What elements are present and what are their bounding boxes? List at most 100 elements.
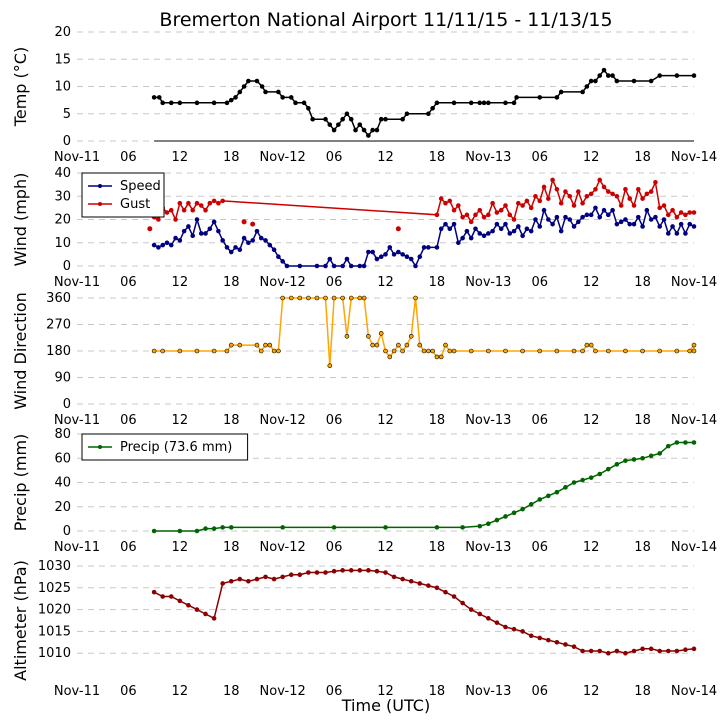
data-point [220, 198, 225, 204]
data-point [297, 263, 303, 269]
data-point [631, 457, 637, 462]
series-line-speed [153, 206, 695, 268]
data-point [400, 252, 405, 257]
data-point [648, 453, 654, 459]
data-point [413, 295, 418, 301]
data-point [228, 97, 234, 103]
data-point [374, 342, 380, 348]
data-point [477, 611, 483, 617]
data-point [366, 333, 371, 339]
data-point [640, 196, 645, 201]
data-point [447, 226, 453, 232]
data-point [516, 224, 521, 229]
data-point [331, 127, 337, 133]
data-point [571, 644, 577, 649]
data-point [434, 525, 440, 530]
x-tick-label: 18 [429, 150, 446, 165]
data-point [271, 247, 277, 253]
data-point [588, 648, 594, 654]
data-point [464, 228, 470, 234]
x-tick-label: 18 [223, 150, 240, 165]
data-point [618, 219, 624, 225]
data-point [211, 198, 217, 204]
legend [81, 172, 165, 218]
data-point [627, 196, 633, 201]
x-tick-label: Nov-14 [671, 540, 717, 555]
data-point [203, 231, 208, 236]
data-point [451, 221, 457, 227]
data-point [593, 78, 598, 84]
data-point [447, 198, 453, 204]
data-point [263, 89, 268, 95]
y-tick-label: 20 [54, 25, 71, 40]
data-point [327, 256, 333, 262]
y-tick-label: 20 [54, 500, 71, 515]
chart-title: Bremerton National Airport 11/11/15 - 11… [159, 9, 612, 31]
data-point [606, 189, 611, 194]
data-point [648, 217, 654, 222]
data-point [194, 607, 200, 612]
data-point [404, 342, 410, 348]
data-point [541, 207, 547, 213]
data-point [434, 354, 440, 360]
y-tick-label: 0 [63, 259, 71, 274]
x-tick-label: 12 [583, 413, 600, 428]
data-point [164, 240, 170, 246]
data-point [520, 629, 525, 634]
data-point [434, 100, 440, 106]
data-point [293, 100, 298, 106]
data-point [443, 221, 448, 227]
x-tick-label: 12 [583, 150, 600, 165]
data-point [194, 348, 200, 354]
data-point [177, 200, 183, 206]
x-tick-label: 18 [429, 684, 446, 699]
data-point [691, 73, 697, 78]
x-tick-label: 18 [429, 275, 446, 290]
data-point [250, 238, 255, 243]
data-point [280, 295, 285, 301]
legend-marker [98, 445, 102, 449]
data-point [546, 493, 551, 499]
data-point [657, 348, 663, 354]
data-point [618, 203, 624, 208]
panel-altimeter: 1010 1015 1020 1025 1030 Nov-11 06 12 18 Nov-12 06… [11, 559, 717, 699]
data-point [674, 231, 680, 236]
data-point [477, 207, 483, 213]
y-tick-label: 0 [63, 134, 71, 149]
data-point [160, 100, 165, 106]
data-point [580, 214, 585, 220]
data-point [357, 122, 363, 127]
data-point [665, 212, 671, 218]
data-point [610, 191, 615, 197]
x-tick-label: 18 [634, 150, 651, 165]
data-point [383, 525, 388, 530]
data-point [387, 354, 393, 360]
data-point [490, 200, 495, 206]
data-point [151, 242, 157, 248]
y-tick-label: 1020 [38, 603, 71, 618]
data-point [203, 526, 208, 531]
data-point [571, 348, 577, 354]
data-point [211, 348, 217, 354]
data-point [340, 263, 345, 269]
data-point [177, 528, 183, 534]
y-tick-label: 1030 [38, 559, 71, 574]
data-point [546, 196, 551, 201]
data-point [614, 221, 620, 227]
data-point [177, 598, 183, 604]
data-point [306, 106, 311, 111]
data-point [237, 89, 243, 95]
data-point [447, 348, 453, 354]
data-point [408, 256, 414, 262]
panel-wind: 0 10 20 30 40 Nov-11 06 12 18 Nov-12 06 12 18 Nov-13 0… [11, 166, 717, 290]
data-point [481, 100, 487, 106]
data-point [378, 254, 384, 260]
data-point [520, 233, 525, 239]
data-point [361, 127, 367, 133]
data-point [528, 633, 534, 639]
data-point [593, 348, 598, 354]
data-point [597, 177, 603, 183]
data-point [348, 263, 354, 269]
data-point [498, 226, 504, 232]
